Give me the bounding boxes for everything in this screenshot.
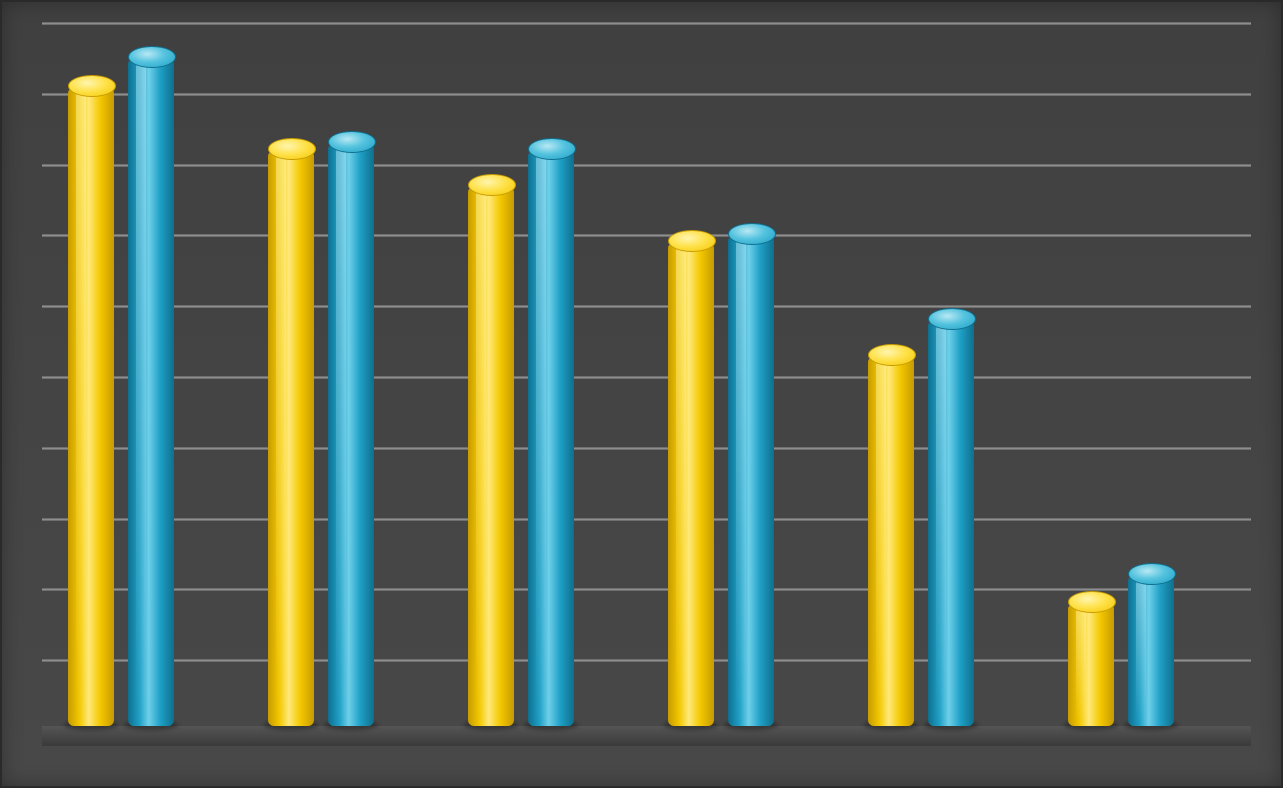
bar-body [1128,577,1174,726]
bar-top [468,174,516,196]
bar-highlight [1136,579,1146,722]
bar-group [668,18,774,726]
bar-highlight [336,147,346,722]
bar-cylinder [528,138,574,726]
bar-cylinder [928,308,974,726]
bar-highlight [76,91,86,722]
bar-highlight [876,360,886,722]
bar-cylinder [1068,591,1114,726]
bar-cylinder [268,138,314,726]
bar-highlight [736,239,746,722]
bar-body [928,322,974,726]
bar-body [728,237,774,726]
bar-group [268,18,374,726]
bar-body [528,152,574,726]
bar-cylinder [68,75,114,726]
bar-top [868,344,916,366]
bar-body [1068,605,1114,726]
bar-highlight [676,246,686,722]
bar-body [68,89,114,726]
plot-area [42,22,1251,746]
bar-cylinder [1128,563,1174,726]
bar-body [468,188,514,726]
bar-top [68,75,116,97]
bar-highlight [936,324,946,722]
bar-cylinder [868,344,914,726]
bar-cylinder [468,174,514,726]
bar-highlight [1076,607,1086,722]
bar-cylinder [128,46,174,726]
bar-body [328,145,374,726]
bar-body [268,152,314,726]
bar-group [468,18,574,726]
bar-body [668,244,714,726]
bar-highlight [476,190,486,722]
chart-floor [42,726,1251,746]
bar-group [1068,18,1174,726]
bar-highlight [536,154,546,722]
bar-body [868,358,914,726]
bar-chart-3d [0,0,1283,788]
bar-highlight [136,62,146,722]
bar-cylinder [728,223,774,726]
bar-highlight [276,154,286,722]
bar-cylinder [668,230,714,726]
bar-cylinder [328,131,374,726]
bar-body [128,60,174,726]
bar-group [68,18,174,726]
bar-group [868,18,974,726]
